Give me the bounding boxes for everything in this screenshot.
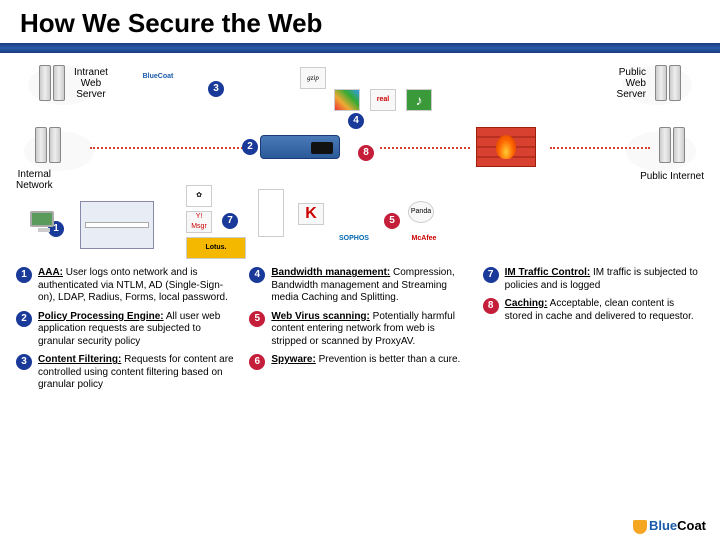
badge-5: 5 (384, 213, 400, 229)
pc-icon (30, 211, 58, 235)
item-badge: 6 (249, 354, 265, 370)
column-2: 4 Bandwidth management: Compression, Band… (249, 267, 470, 398)
item-text: AAA: User logs onto network and is authe… (38, 267, 237, 305)
description-item: 1 AAA: User logs onto network and is auth… (16, 267, 237, 305)
network-diagram: Intranet Web Server Internal Network Pub… (10, 61, 710, 261)
description-item: 4 Bandwidth management: Compression, Band… (249, 267, 470, 305)
public-internet-server-icon (658, 127, 686, 167)
item-badge: 8 (483, 298, 499, 314)
badge-2: 2 (242, 139, 258, 155)
page-title: How We Secure the Web (0, 0, 720, 43)
description-item: 5 Web Virus scanning: Potentially harmful… (249, 311, 470, 349)
public-server-label: Public Web Server (617, 67, 646, 100)
bluecoat-small-logo: BlueCoat (128, 67, 188, 85)
internal-network-server-icon (34, 127, 62, 167)
title-separator (0, 43, 720, 53)
item-badge: 1 (16, 267, 32, 283)
login-dialog-icon (80, 201, 154, 249)
badge-4: 4 (348, 113, 364, 129)
description-item: 8 Caching: Acceptable, clean content is s… (483, 298, 704, 323)
item-badge: 3 (16, 354, 32, 370)
badge-3: 3 (208, 81, 224, 97)
description-item: 3 Content Filtering: Requests for content… (16, 354, 237, 392)
description-item: 7 IM Traffic Control: IM traffic is subje… (483, 267, 704, 292)
item-badge: 7 (483, 267, 499, 283)
proxy-appliance-icon (260, 135, 340, 159)
description-item: 6 Spyware: Prevention is better than a cu… (249, 354, 470, 370)
item-text: Spyware: Prevention is better than a cur… (271, 354, 460, 370)
windows-media-icon (334, 89, 360, 111)
public-internet-label: Public Internet (640, 171, 704, 182)
panda-icon: Panda (408, 201, 434, 223)
public-server-icon (654, 65, 682, 105)
yahoo-messenger-icon: Y! Msgr (186, 211, 212, 233)
gzip-icon: gzip (300, 67, 326, 89)
item-badge: 4 (249, 267, 265, 283)
item-text: Bandwidth management: Compression, Bandw… (271, 267, 470, 305)
item-text: Content Filtering: Requests for content … (38, 354, 237, 392)
description-item: 2 Policy Processing Engine: All user web … (16, 311, 237, 349)
item-badge: 2 (16, 311, 32, 327)
lotus-icon: Lotus. (186, 237, 246, 259)
badge-7: 7 (222, 213, 238, 229)
kaspersky-icon: K (298, 203, 324, 225)
proxyav-icon (258, 189, 284, 237)
itunes-icon: ♪ (406, 89, 432, 111)
intranet-label: Intranet Web Server (74, 67, 108, 100)
internal-network-label: Internal Network (16, 169, 53, 191)
column-1: 1 AAA: User logs onto network and is auth… (16, 267, 237, 398)
item-badge: 5 (249, 311, 265, 327)
description-columns: 1 AAA: User logs onto network and is auth… (0, 261, 720, 398)
intranet-server-icon (38, 65, 66, 105)
mcafee-logo: McAfee (394, 229, 454, 247)
item-text: Policy Processing Engine: All user web a… (38, 311, 237, 349)
item-text: Caching: Acceptable, clean content is st… (505, 298, 704, 323)
connection-line (90, 147, 250, 149)
column-3: 7 IM Traffic Control: IM traffic is subje… (483, 267, 704, 398)
footer-brand: Blue (649, 518, 677, 533)
connection-line (550, 147, 650, 149)
footer-coat: Coat (677, 518, 706, 533)
bluecoat-footer-logo: BlueCoat (633, 518, 706, 534)
firewall-icon (476, 127, 536, 167)
badge-8: 8 (358, 145, 374, 161)
item-text: Web Virus scanning: Potentially harmful … (271, 311, 470, 349)
item-text: IM Traffic Control: IM traffic is subjec… (505, 267, 704, 292)
real-icon: real (370, 89, 396, 111)
connection-line (380, 147, 470, 149)
shield-icon (633, 520, 647, 534)
sophos-logo: SOPHOS (324, 229, 384, 247)
im-icon: ✿ (186, 185, 212, 207)
